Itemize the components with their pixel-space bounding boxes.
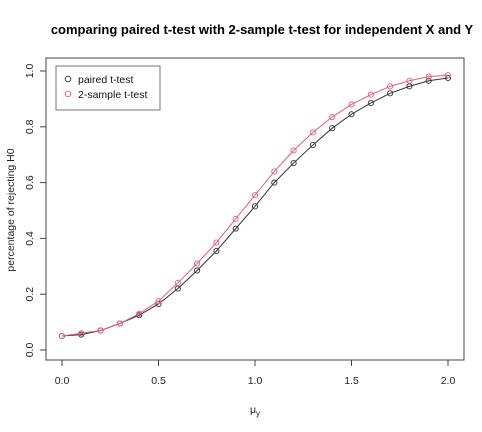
x-tick-label: 1.0 xyxy=(248,375,263,387)
series-line xyxy=(61,74,449,337)
data-point xyxy=(271,168,278,175)
chart-title: comparing paired t-test with 2-sample t-… xyxy=(51,22,474,37)
data-point xyxy=(232,215,239,222)
data-point xyxy=(251,203,259,210)
data-point xyxy=(290,147,297,154)
data-point xyxy=(387,90,394,97)
data-point xyxy=(116,320,123,327)
data-point xyxy=(232,225,239,232)
x-tick-label: 0.5 xyxy=(151,375,166,387)
data-point xyxy=(213,247,220,255)
data-point xyxy=(271,179,278,186)
legend: paired t-test 2-sample t-test xyxy=(55,65,161,111)
data-point xyxy=(174,279,181,287)
data-point xyxy=(406,77,413,84)
data-point xyxy=(425,77,432,84)
y-tick-label: 0.6 xyxy=(24,175,36,190)
x-tick-label: 2.0 xyxy=(441,375,456,387)
y-tick-label: 1.0 xyxy=(24,64,36,79)
series-2 xyxy=(58,72,452,340)
legend-label: paired t-test xyxy=(78,74,134,86)
y-tick-label: 0.0 xyxy=(24,343,36,358)
data-point xyxy=(290,160,297,167)
y-tick-label: 0.8 xyxy=(24,119,36,134)
data-point xyxy=(444,72,452,79)
data-point xyxy=(155,298,162,305)
data-point xyxy=(58,332,66,340)
series-line xyxy=(61,77,449,337)
legend-box xyxy=(55,65,161,111)
data-point xyxy=(367,91,374,98)
series-layer xyxy=(58,72,452,340)
data-point xyxy=(329,125,336,132)
x-tick-label: 1.5 xyxy=(344,375,359,387)
data-point xyxy=(136,310,143,317)
data-point xyxy=(425,73,432,80)
legend-marker xyxy=(64,90,72,98)
data-point xyxy=(78,330,85,337)
data-point xyxy=(213,239,220,246)
data-point xyxy=(348,101,355,108)
y-tick-label: 0.2 xyxy=(24,287,36,302)
y-tick-label: 0.4 xyxy=(24,231,36,246)
data-point xyxy=(309,129,316,136)
data-point xyxy=(97,327,104,334)
data-point xyxy=(367,100,374,107)
data-point xyxy=(387,83,394,90)
data-point xyxy=(194,267,201,274)
data-point xyxy=(309,141,316,148)
data-point xyxy=(329,113,336,121)
y-axis: 0.0 0.2 0.4 0.6 0.8 1.0 xyxy=(24,64,47,358)
x-tick-label: 0.0 xyxy=(55,375,70,387)
data-point xyxy=(348,111,355,118)
legend-label: 2-sample t-test xyxy=(78,89,148,101)
x-axis: 0.0 0.5 1.0 1.5 2.0 xyxy=(55,359,456,387)
legend-marker xyxy=(64,75,72,83)
x-axis-label: μy xyxy=(250,404,260,418)
series-1 xyxy=(58,74,452,340)
data-point xyxy=(194,260,201,267)
data-point xyxy=(251,192,259,199)
y-axis-label: percentage of rejecting H0 xyxy=(5,148,17,271)
